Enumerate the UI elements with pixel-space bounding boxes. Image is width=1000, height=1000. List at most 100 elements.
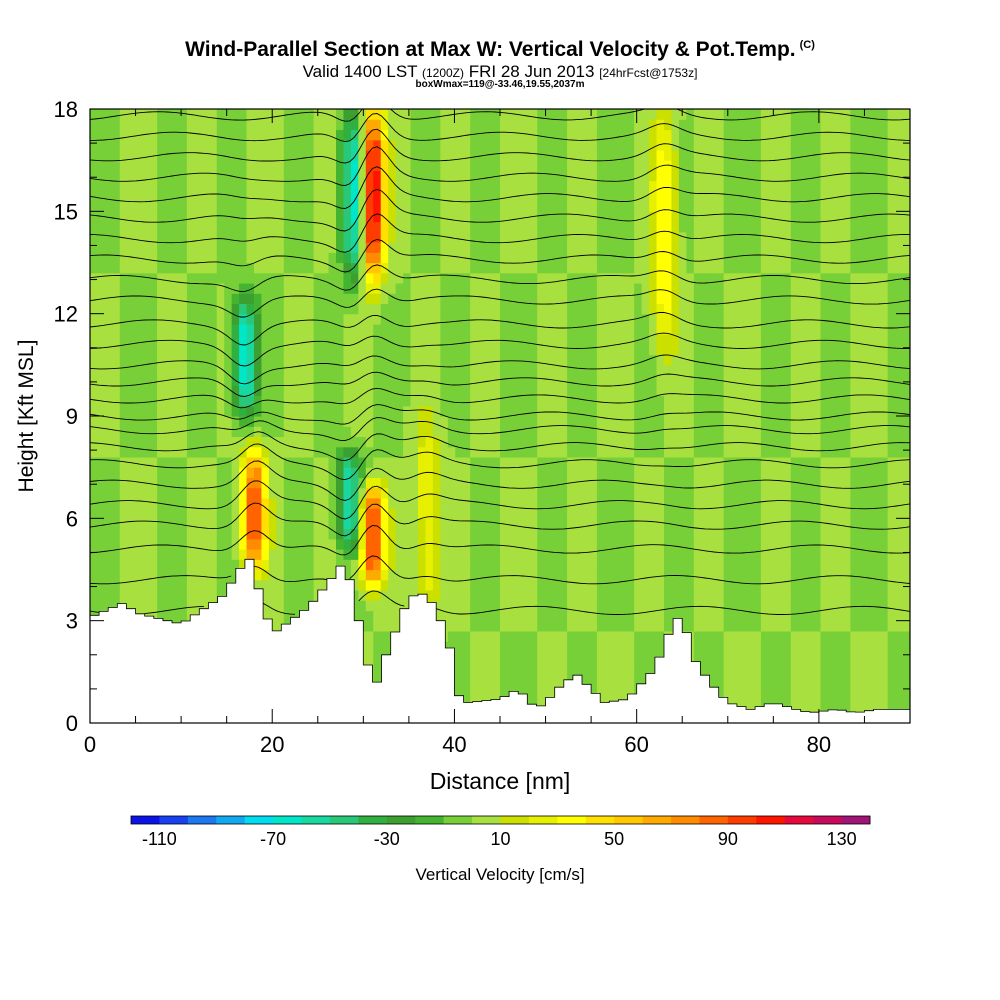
heatmap-cell	[365, 129, 374, 141]
heatmap-cell	[574, 180, 583, 192]
heatmap-cell	[619, 139, 628, 151]
heatmap-cell	[529, 405, 538, 417]
heatmap-cell	[567, 190, 576, 202]
heatmap-cell	[201, 252, 210, 264]
heatmap-cell	[388, 282, 397, 294]
heatmap-cell	[179, 528, 188, 540]
heatmap-cell	[529, 149, 538, 161]
heatmap-cell	[254, 549, 263, 560]
heatmap-cell	[634, 242, 643, 253]
heatmap-cell	[514, 477, 523, 489]
heatmap-cell	[440, 119, 449, 131]
heatmap-cell	[380, 416, 389, 427]
heatmap-cell	[142, 354, 151, 366]
heatmap-cell	[470, 231, 479, 243]
heatmap-cell	[283, 272, 292, 284]
heatmap-cell	[410, 303, 419, 315]
heatmap-cell	[403, 170, 412, 182]
heatmap-cell	[693, 190, 702, 202]
heatmap-cell	[425, 375, 434, 386]
heatmap-cell	[209, 160, 218, 171]
heatmap-cell	[149, 323, 158, 335]
heatmap-cell	[254, 487, 263, 499]
heatmap-cell	[157, 201, 166, 212]
heatmap-cell	[596, 487, 605, 499]
heatmap-cell	[529, 180, 538, 192]
heatmap-cell	[596, 129, 605, 141]
heatmap-cell	[403, 528, 412, 540]
heatmap-cell	[544, 180, 553, 192]
heatmap-cell	[626, 109, 635, 120]
heatmap-cell	[440, 487, 449, 499]
heatmap-cell	[201, 293, 210, 305]
heatmap-cell	[142, 313, 151, 325]
heatmap-cell	[537, 180, 546, 192]
heatmap-cell	[686, 323, 695, 335]
heatmap-cell	[596, 149, 605, 161]
heatmap-cell	[298, 334, 307, 345]
heatmap-cell	[477, 109, 486, 120]
heatmap-cell	[418, 426, 427, 438]
heatmap-cell	[149, 252, 158, 264]
heatmap-cell	[291, 201, 300, 212]
heatmap-cell	[693, 538, 702, 550]
heatmap-cell	[291, 282, 300, 294]
heatmap-cell	[216, 180, 225, 192]
heatmap-cell	[194, 272, 203, 284]
heatmap-cell	[455, 149, 464, 161]
heatmap-cell	[462, 436, 471, 448]
heatmap-cell	[231, 149, 240, 161]
heatmap-cell	[403, 405, 412, 417]
heatmap-cell	[112, 549, 121, 560]
heatmap-cell	[619, 334, 628, 345]
heatmap-cell	[582, 579, 591, 591]
heatmap-cell	[649, 129, 658, 141]
heatmap-cell	[455, 497, 464, 509]
heatmap-cell	[157, 487, 166, 499]
heatmap-cell	[462, 313, 471, 325]
heatmap-cell	[455, 385, 464, 397]
heatmap-cell	[395, 242, 404, 253]
heatmap-cell	[313, 559, 322, 571]
heatmap-cell	[216, 426, 225, 438]
heatmap-cell	[574, 129, 583, 141]
heatmap-cell	[552, 272, 561, 284]
heatmap-cell	[686, 201, 695, 212]
heatmap-cell	[313, 293, 322, 305]
heatmap-cell	[321, 497, 330, 509]
heatmap-cell	[604, 559, 613, 571]
heatmap-cell	[216, 231, 225, 243]
heatmap-cell	[641, 641, 650, 652]
heatmap-cell	[373, 190, 382, 202]
heatmap-cell	[97, 487, 106, 499]
heatmap-cell	[701, 293, 710, 305]
heatmap-cell	[283, 252, 292, 264]
heatmap-cell	[686, 129, 695, 141]
heatmap-cell	[455, 221, 464, 233]
heatmap-cell	[455, 405, 464, 417]
heatmap-cell	[157, 303, 166, 315]
heatmap-cell	[134, 180, 143, 192]
heatmap-cell	[634, 303, 643, 315]
heatmap-cell	[403, 426, 412, 438]
heatmap-cell	[164, 190, 173, 202]
heatmap-cell	[574, 282, 583, 294]
heatmap-cell	[507, 508, 516, 519]
heatmap-cell	[164, 569, 173, 581]
heatmap-cell	[664, 242, 673, 253]
heatmap-cell	[186, 323, 195, 335]
heatmap-cell	[112, 405, 121, 417]
heatmap-cell	[112, 477, 121, 489]
heatmap-cell	[403, 436, 412, 448]
heatmap-cell	[373, 354, 382, 366]
heatmap-cell	[157, 323, 166, 335]
heatmap-cell	[298, 456, 307, 468]
heatmap-cell	[485, 456, 494, 468]
heatmap-cell	[90, 436, 99, 448]
heatmap-cell	[447, 436, 456, 448]
heatmap-cell	[604, 313, 613, 325]
heatmap-cell	[313, 436, 322, 448]
heatmap-cell	[216, 262, 225, 274]
heatmap-cell	[693, 518, 702, 530]
heatmap-cell	[186, 497, 195, 509]
